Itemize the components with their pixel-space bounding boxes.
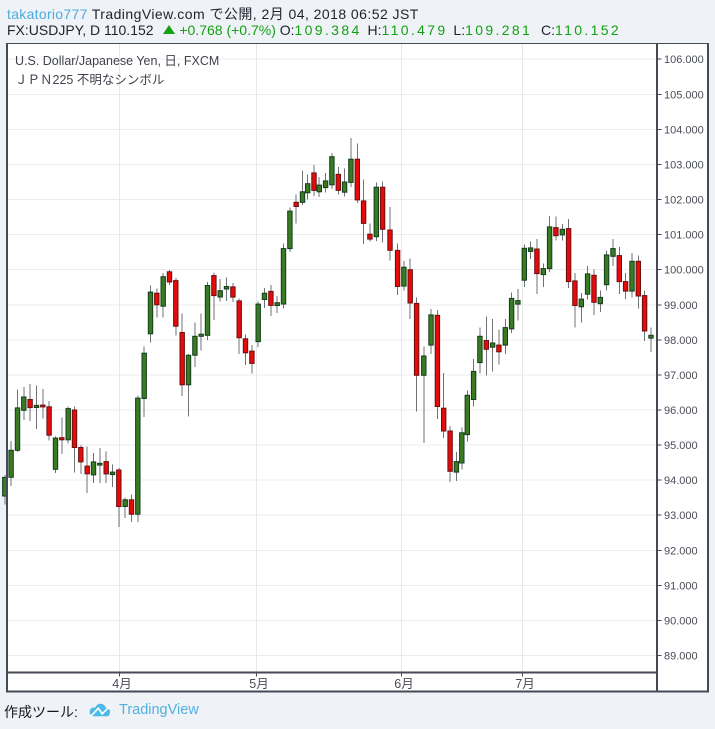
svg-text:ＪＰＮ225 不明なシンボル: ＪＰＮ225 不明なシンボル [15,73,164,87]
svg-text:7月: 7月 [515,677,534,691]
svg-text:98.000: 98.000 [664,335,698,347]
svg-text:89.000: 89.000 [664,651,698,663]
svg-text:92.000: 92.000 [664,545,698,557]
svg-text:106.000: 106.000 [664,54,704,66]
svg-text:96.000: 96.000 [664,405,698,417]
svg-text:U.S. Dollar/Japanese Yen, 日, F: U.S. Dollar/Japanese Yen, 日, FXCM [15,54,219,68]
svg-text:93.000: 93.000 [664,510,698,522]
svg-text:99.000: 99.000 [664,300,698,312]
svg-text:90.000: 90.000 [664,616,698,628]
svg-text:91.000: 91.000 [664,580,698,592]
svg-text:5月: 5月 [249,677,268,691]
svg-text:104.000: 104.000 [664,124,704,136]
svg-text:100.000: 100.000 [664,265,704,277]
svg-text:102.000: 102.000 [664,195,704,207]
svg-text:95.000: 95.000 [664,440,698,452]
svg-text:97.000: 97.000 [664,370,698,382]
svg-text:101.000: 101.000 [664,230,704,242]
svg-text:4月: 4月 [112,677,131,691]
svg-text:105.000: 105.000 [664,89,704,101]
svg-text:6月: 6月 [394,677,413,691]
svg-text:103.000: 103.000 [664,159,704,171]
svg-text:94.000: 94.000 [664,475,698,487]
